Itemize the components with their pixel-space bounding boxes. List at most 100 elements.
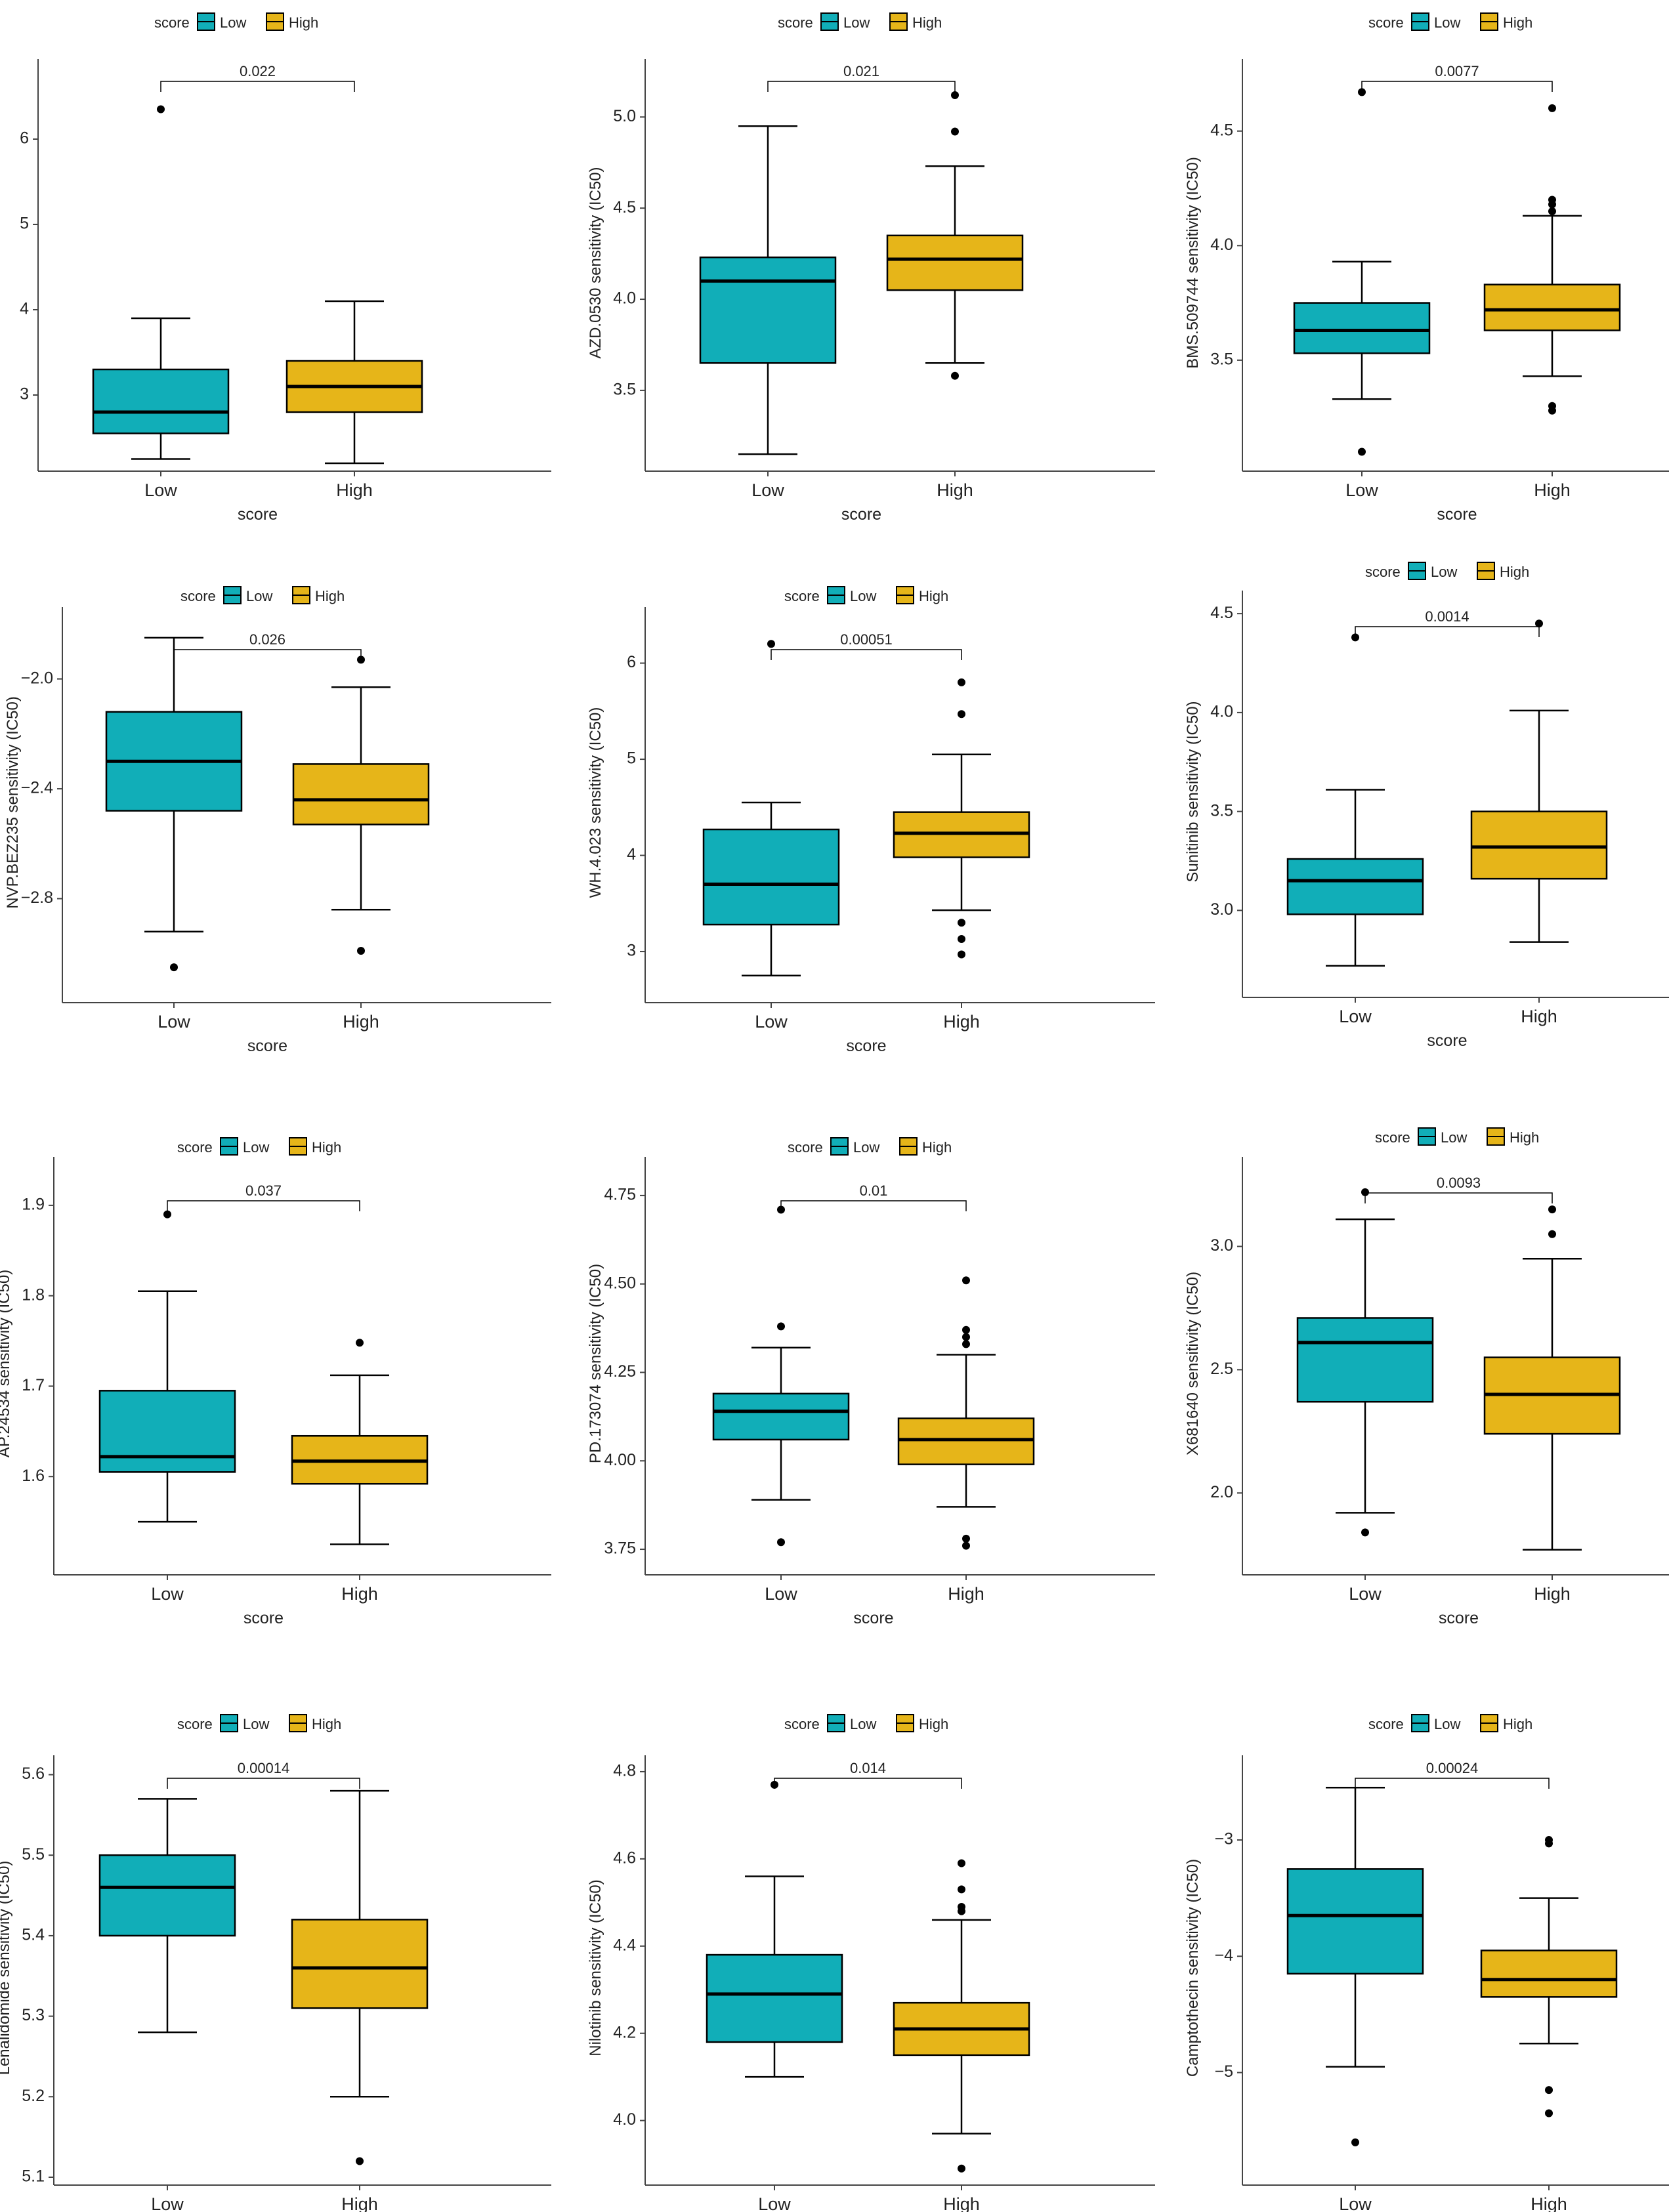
legend-key-low: Low <box>820 12 870 31</box>
legend-title: score <box>177 1139 213 1156</box>
outlier-point <box>1545 2086 1553 2095</box>
outlier-point <box>356 1339 364 1347</box>
y-tick-label: 3.0 <box>1210 900 1233 919</box>
y-tick-label: 6 <box>627 653 636 671</box>
y-tick-label: 5 <box>627 749 636 768</box>
outlier-point <box>356 2157 364 2165</box>
p-value-label: 0.022 <box>240 63 276 79</box>
x-tick-label-low: Low <box>758 2194 791 2212</box>
box-low <box>1293 88 1431 456</box>
box-low <box>1286 1787 1424 2146</box>
y-tick-label: 1.6 <box>22 1467 45 1485</box>
y-tick-label: 4 <box>20 300 29 318</box>
outlier-point <box>1358 88 1366 96</box>
legend-key-low: Low <box>1411 1714 1460 1732</box>
box-body <box>1480 1950 1618 1998</box>
box-body <box>712 1392 850 1441</box>
legend-key-high: High <box>1487 1127 1539 1146</box>
y-tick-label: 1.8 <box>22 1285 45 1304</box>
y-axis-title: PD.173074 sensitivity (IC50) <box>587 1264 604 1463</box>
x-tick-label-high: High <box>336 480 373 500</box>
outlier-point <box>1548 1205 1556 1214</box>
outlier-point <box>1548 1230 1556 1238</box>
chart-panel: score Low High 3 4 5 6 WH.4.023 sensitivity (IC… <box>587 586 1155 1055</box>
outlier-point <box>163 1210 171 1219</box>
x-tick-label-low: Low <box>755 1012 788 1032</box>
box-body <box>98 1854 236 1937</box>
chart-panel: score Low High 5.1 5.2 5.3 5.4 5.5 5.6 Lenalidomi… <box>0 1714 551 2212</box>
outlier-point <box>958 2164 965 2173</box>
bracket-line <box>160 81 355 92</box>
significance-bracket: 0.00014 <box>167 1760 360 1789</box>
x-axis-title: score <box>841 505 881 524</box>
significance-bracket: 0.0014 <box>1355 608 1540 637</box>
y-tick-label: 4.5 <box>613 198 636 217</box>
y-tick-label: 3.5 <box>1210 350 1233 368</box>
chart-panel: score Low High 3.5 4.0 4.5 5.0 AZD.0530 sensiti… <box>587 12 1155 524</box>
legend-title: score <box>784 1716 820 1732</box>
bracket-line <box>1355 1778 1550 1789</box>
y-axis-title: Lenalidomide sensitivity (IC50) <box>0 1861 13 2076</box>
y-tick-label: 5.3 <box>22 2006 45 2024</box>
legend-title: score <box>177 1716 213 1732</box>
box-body <box>702 828 840 926</box>
outlier-point <box>777 1322 785 1331</box>
outlier-point <box>962 1541 970 1550</box>
y-axis-title: Nilotinib sensitivity (IC50) <box>587 1879 604 2056</box>
outlier-point <box>1548 207 1556 215</box>
y-axis-title: AP.24534 sensitivity (IC50) <box>0 1270 13 1457</box>
y-tick-label: 4.5 <box>1210 121 1233 139</box>
y-tick-label: 3 <box>20 385 29 404</box>
legend-key-low: Low <box>223 586 272 604</box>
y-tick-label: −5 <box>1214 2062 1233 2081</box>
box-low <box>702 640 840 976</box>
legend-label-high: High <box>1503 1716 1532 1732</box>
outlier-point <box>951 371 959 380</box>
box-body <box>1296 1317 1434 1403</box>
box-high <box>893 1859 1030 2173</box>
box-high <box>897 1276 1035 1550</box>
outlier-point <box>1351 2138 1359 2146</box>
y-tick-label: 3 <box>627 942 636 960</box>
x-tick-label-high: High <box>948 1584 984 1604</box>
significance-bracket: 0.022 <box>160 63 355 92</box>
legend-label-low: Low <box>853 1139 879 1156</box>
x-axis-title: score <box>853 1609 893 1627</box>
p-value-label: 0.014 <box>850 1760 886 1776</box>
chart-panel: score Low High 4.0 4.2 4.4 4.6 4.8 Nilotinib sen… <box>587 1714 1155 2212</box>
legend-label-high: High <box>922 1139 952 1156</box>
outlier-point <box>1545 1836 1553 1845</box>
box-low <box>92 105 230 460</box>
legend-label-high: High <box>312 1139 341 1156</box>
y-tick-label: −4 <box>1214 1946 1233 1965</box>
legend: score Low High <box>154 12 318 31</box>
outlier-point <box>1351 633 1359 642</box>
y-tick-label: 4 <box>627 845 636 864</box>
y-axis-title: BMS.509744 sensitivity (IC50) <box>1184 157 1202 369</box>
box-body <box>1286 1868 1424 1975</box>
legend-label-low: Low <box>246 588 272 604</box>
box-body <box>1293 302 1431 354</box>
legend-title: score <box>1375 1129 1410 1146</box>
y-tick-label: 4.0 <box>613 289 636 308</box>
outlier-point <box>958 1907 965 1915</box>
significance-bracket: 0.021 <box>767 63 956 92</box>
legend-label-low: Low <box>1441 1129 1467 1146</box>
legend-title: score <box>788 1139 823 1156</box>
y-tick-label: 6 <box>20 129 29 148</box>
significance-bracket: 0.00051 <box>771 631 962 660</box>
legend-label-high: High <box>1510 1129 1539 1146</box>
y-tick-label: 4.6 <box>613 1848 636 1867</box>
p-value-label: 0.0093 <box>1437 1175 1481 1191</box>
y-tick-label: 4.4 <box>613 1936 636 1954</box>
outlier-point <box>951 91 959 99</box>
y-tick-label: 2.5 <box>1210 1360 1233 1378</box>
p-value-label: 0.0077 <box>1435 63 1479 79</box>
y-tick-label: 3.5 <box>1210 801 1233 820</box>
outlier-point <box>1548 200 1556 209</box>
legend-key-low: Low <box>827 1714 876 1732</box>
x-tick-label-low: Low <box>144 480 177 500</box>
x-tick-label-high: High <box>1534 1584 1571 1604</box>
box-low <box>706 1780 843 2078</box>
